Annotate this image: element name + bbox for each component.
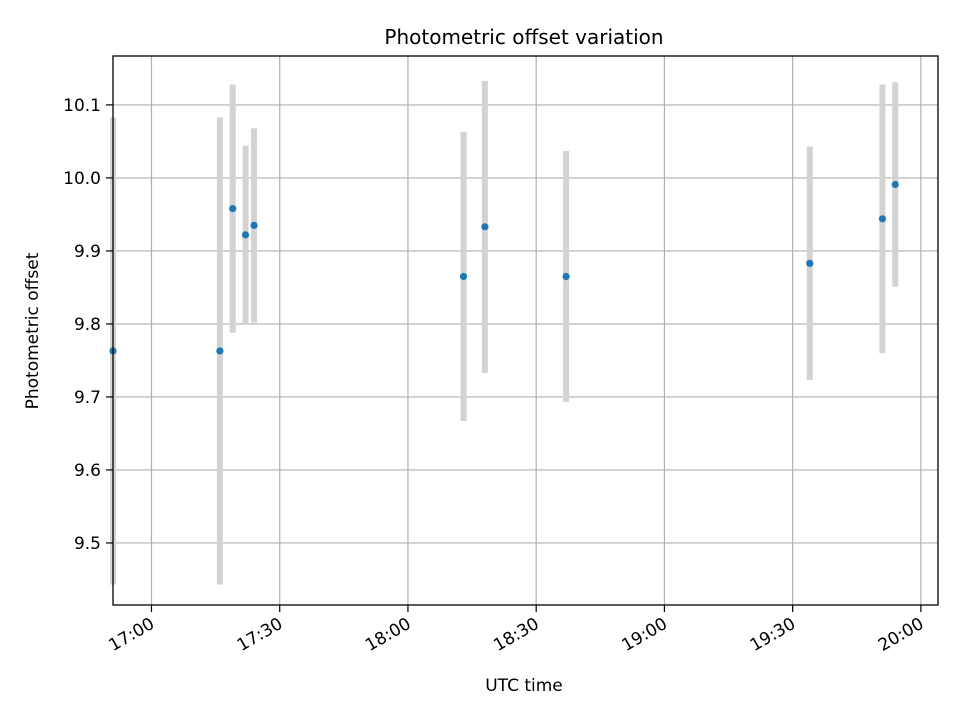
y-tick-label: 9.5 — [74, 534, 101, 554]
y-tick-label: 9.9 — [74, 242, 101, 262]
y-tick-label: 10.0 — [63, 169, 101, 189]
x-axis-ticks: 17:00 17:30 18:00 18:30 19:00 19:30 20:00 — [106, 605, 927, 656]
data-point — [481, 223, 489, 231]
data-point — [878, 215, 887, 223]
x-tick-label: 18:00 — [362, 614, 414, 656]
x-axis-label: UTC time — [485, 676, 563, 696]
data-points — [109, 180, 899, 355]
data-point — [229, 204, 237, 213]
x-tick-label: 19:00 — [618, 614, 670, 656]
x-tick-label: 17:30 — [234, 614, 286, 656]
x-tick-label: 17:00 — [106, 614, 158, 656]
grid-lines — [113, 56, 938, 605]
x-tick-label: 18:30 — [490, 614, 542, 656]
data-point — [891, 180, 899, 189]
y-tick-label: 9.6 — [74, 461, 101, 481]
y-tick-label: 9.8 — [74, 315, 101, 335]
chart-title: Photometric offset variation — [384, 25, 663, 49]
data-point — [241, 231, 250, 239]
y-axis-ticks: 9.5 9.6 9.7 9.8 9.9 10.0 10.1 — [63, 96, 113, 554]
data-point — [806, 259, 814, 267]
data-point — [562, 272, 570, 281]
x-tick-label: 20:00 — [875, 614, 927, 656]
y-axis-label: Photometric offset — [23, 252, 43, 409]
y-tick-label: 10.1 — [63, 96, 101, 116]
error-bars — [110, 80, 899, 585]
data-point — [250, 221, 258, 229]
data-point — [459, 272, 468, 281]
plot-frame — [112, 55, 939, 606]
data-point — [216, 347, 224, 355]
x-tick-label: 19:30 — [747, 614, 799, 656]
y-tick-label: 9.7 — [74, 388, 101, 408]
